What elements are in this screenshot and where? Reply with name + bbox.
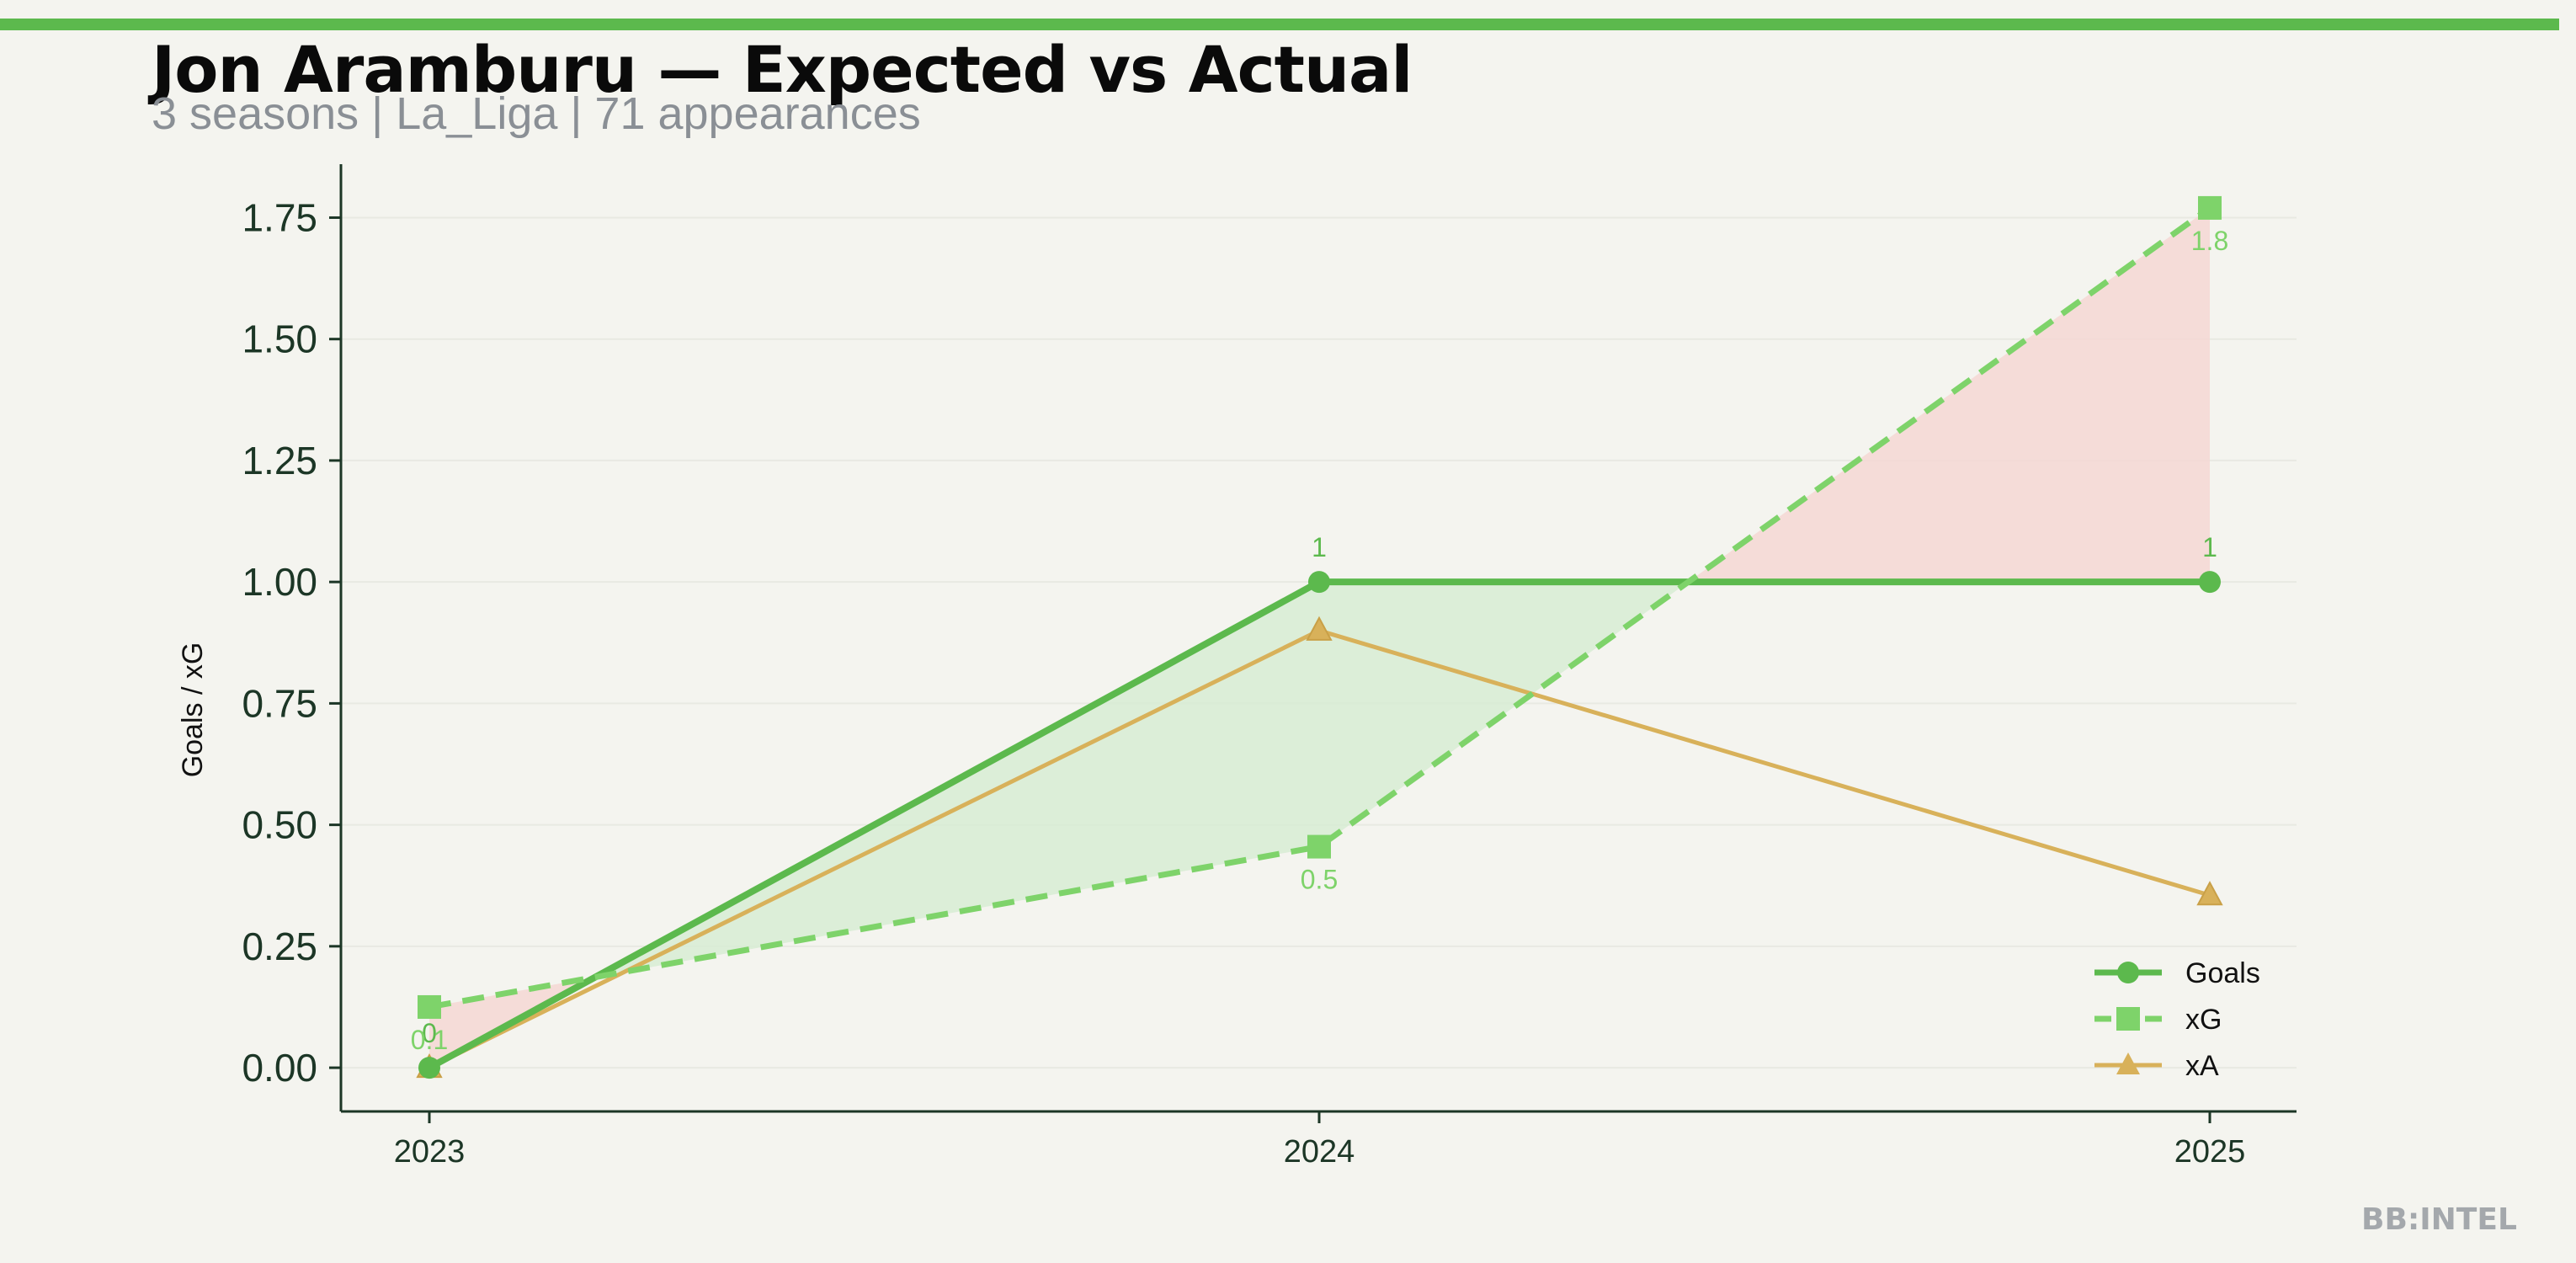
chart-subtitle: 3 seasons | La_Liga | 71 appearances bbox=[152, 88, 921, 139]
xg-point bbox=[1307, 834, 1331, 859]
chart-title: Jon Aramburu — Expected vs Actual bbox=[152, 32, 1413, 107]
xg-point bbox=[2198, 195, 2222, 220]
y-tick-label: 0.75 bbox=[242, 681, 317, 725]
legend-marker-circle bbox=[2117, 962, 2139, 983]
goals-point bbox=[418, 1057, 440, 1079]
x-tick-label: 2024 bbox=[1284, 1134, 1355, 1170]
data-labels: 0 1 1 0.1 0.5 1.8 bbox=[411, 226, 2228, 1055]
y-tick-label: 1.00 bbox=[242, 560, 317, 604]
goals-data-label: 1 bbox=[1312, 532, 1327, 562]
xg-line bbox=[428, 205, 2212, 1010]
legend: Goals xG xA bbox=[2094, 957, 2260, 1082]
xg-data-label: 0.1 bbox=[411, 1025, 448, 1055]
watermark: BB:INTEL bbox=[2361, 1202, 2517, 1237]
xg-point bbox=[418, 994, 441, 1019]
y-tick-label: 1.50 bbox=[242, 317, 317, 361]
xg-data-label: 1.8 bbox=[2191, 226, 2228, 256]
x-tick-label: 2023 bbox=[394, 1134, 466, 1170]
y-tick-label: 0.00 bbox=[242, 1046, 317, 1090]
legend-label-xa: xA bbox=[2185, 1050, 2219, 1082]
y-tick-label: 0.25 bbox=[242, 925, 317, 968]
y-tick-label: 1.75 bbox=[242, 195, 317, 239]
y-axis-label: Goals / xG bbox=[177, 642, 209, 778]
y-tick-label: 1.25 bbox=[242, 439, 317, 482]
goals-point bbox=[2199, 571, 2221, 594]
xg-data-label: 0.5 bbox=[1301, 865, 1338, 895]
y-tick-label: 0.50 bbox=[242, 803, 317, 847]
fill-region-1a bbox=[1319, 582, 1689, 847]
series bbox=[416, 195, 2223, 1079]
legend-marker-triangle bbox=[2116, 1052, 2140, 1074]
accent-bar bbox=[0, 19, 2559, 30]
xa-point bbox=[2196, 881, 2223, 906]
goals-data-label: 1 bbox=[2202, 532, 2217, 562]
legend-label-goals: Goals bbox=[2185, 957, 2260, 989]
goals-point bbox=[1308, 571, 1330, 594]
xa-point bbox=[1306, 616, 1333, 641]
legend-label-xg: xG bbox=[2185, 1004, 2222, 1036]
goals-data-label: 0 bbox=[422, 1018, 437, 1048]
legend-marker-square bbox=[2116, 1007, 2140, 1031]
x-tick-label: 2025 bbox=[2174, 1134, 2246, 1170]
